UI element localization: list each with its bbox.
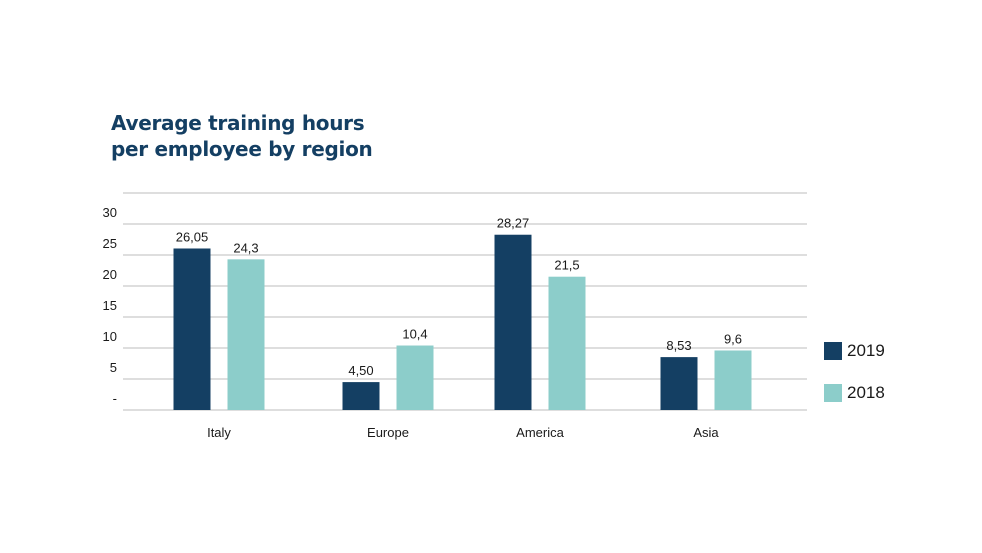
data-label: 4,50 [348, 363, 373, 378]
legend-label-2019: 2019 [847, 341, 885, 360]
data-label: 24,3 [233, 240, 258, 255]
bars [173, 234, 752, 410]
chart-title-line-2: per employee by region [111, 137, 373, 161]
bar-2019-asia [660, 357, 698, 410]
data-label: 10,4 [402, 327, 427, 342]
data-labels: 26,05 4,50 28,27 8,53 24,3 10,4 21,5 9,6 [176, 216, 742, 378]
chart-title-line-1: Average training hours [111, 111, 365, 135]
y-tick-label: 30 [103, 205, 117, 220]
data-label: 26,05 [176, 229, 209, 244]
legend-swatch-2018 [824, 384, 842, 402]
bar-2018-america [548, 276, 586, 410]
x-category-label: America [516, 425, 564, 440]
data-label: 9,6 [724, 331, 742, 346]
bar-2018-europe [396, 345, 434, 410]
x-category-label: Italy [207, 425, 231, 440]
y-tick-label: 15 [103, 298, 117, 313]
bar-2019-america [494, 234, 532, 410]
legend-swatch-2019 [824, 342, 842, 360]
gridlines [123, 192, 807, 411]
x-category-label: Europe [367, 425, 409, 440]
y-tick-label: - [113, 391, 117, 406]
y-tick-label: 10 [103, 329, 117, 344]
x-category-label: Asia [693, 425, 719, 440]
data-label: 8,53 [666, 338, 691, 353]
legend-label-2018: 2018 [847, 383, 885, 402]
data-label: 21,5 [554, 258, 579, 273]
bar-2018-italy [227, 259, 265, 410]
chart-title: Average training hours per employee by r… [111, 110, 373, 162]
y-tick-label: 20 [103, 267, 117, 282]
y-axis-ticks: - 5 10 15 20 25 30 [103, 205, 117, 406]
y-tick-label: 5 [110, 360, 117, 375]
legend: 2019 2018 [824, 339, 885, 423]
y-tick-label: 25 [103, 236, 117, 251]
bar-2019-europe [342, 382, 380, 410]
data-label: 28,27 [497, 216, 530, 231]
x-axis-categories: Italy Europe America Asia [207, 425, 719, 440]
legend-item-2018: 2018 [824, 381, 885, 405]
bar-2018-asia [714, 350, 752, 410]
legend-item-2019: 2019 [824, 339, 885, 363]
bar-2019-italy [173, 248, 211, 410]
